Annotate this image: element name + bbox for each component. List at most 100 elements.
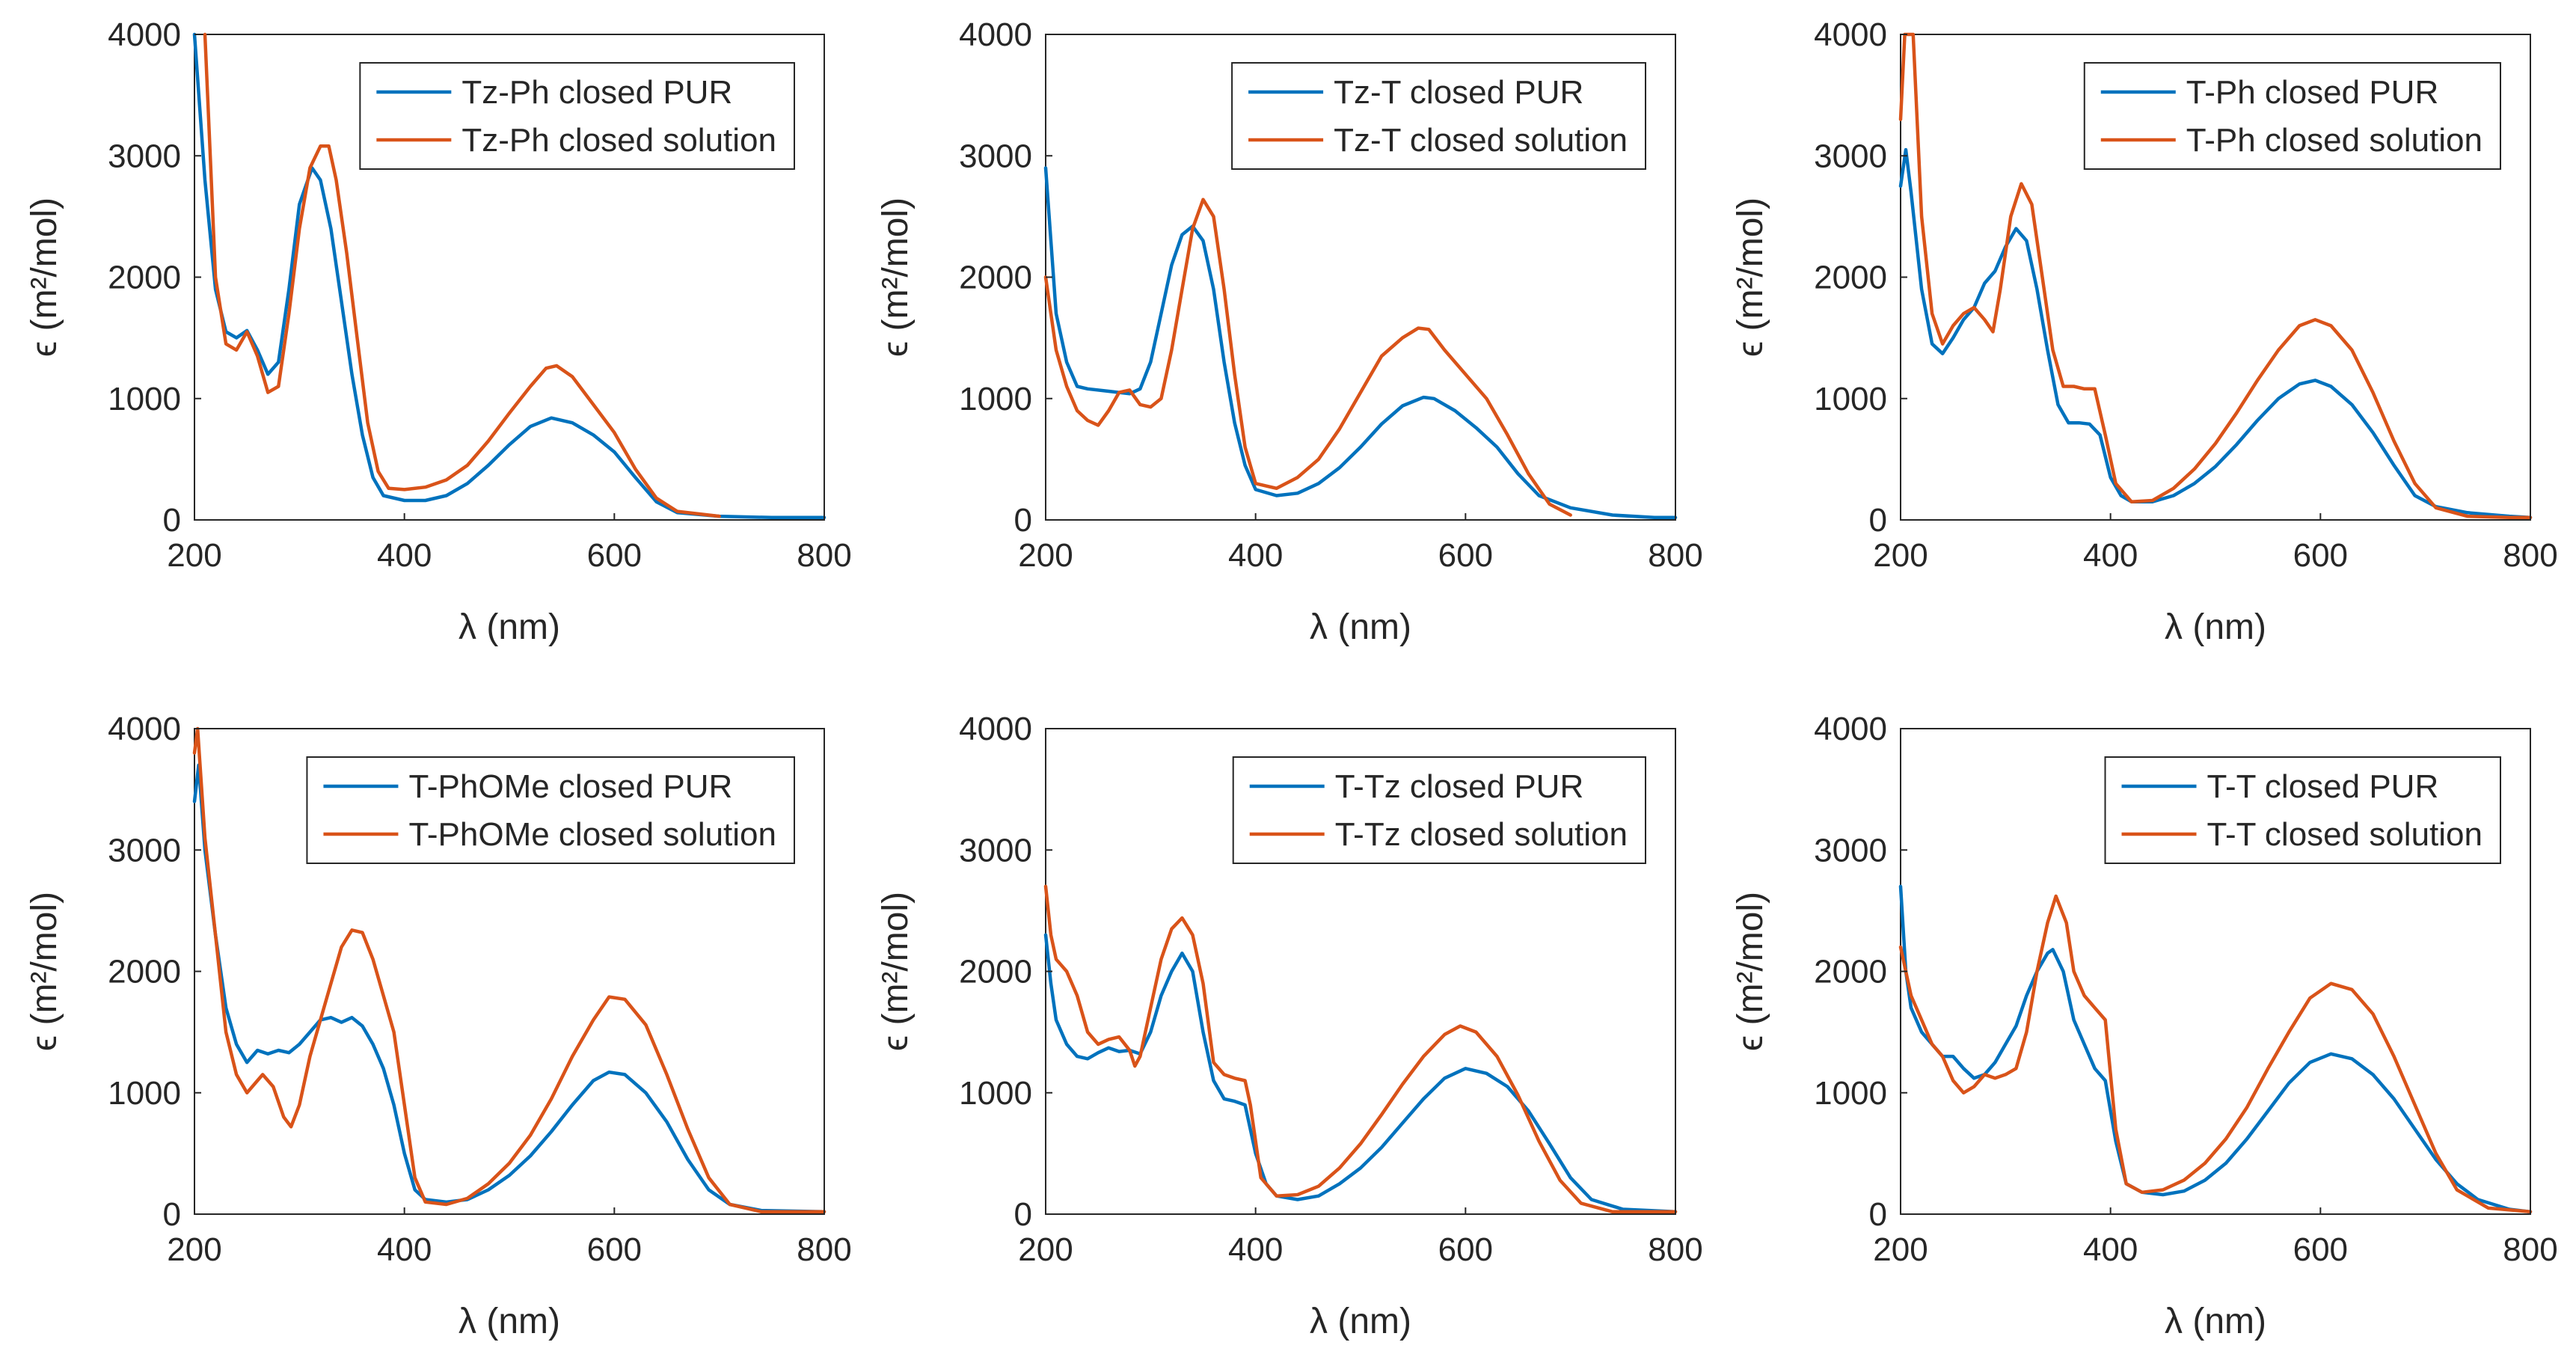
legend-entry-label: T-T closed PUR bbox=[2207, 768, 2439, 805]
legend-entry-label: Tz-T closed PUR bbox=[1334, 74, 1583, 111]
y-axis-label: ϵ (m²/mol) bbox=[25, 892, 64, 1051]
legend-entry-label: Tz-Ph closed PUR bbox=[461, 74, 732, 111]
y-tick-label: 2000 bbox=[959, 954, 1032, 990]
y-tick-label: 3000 bbox=[959, 138, 1032, 174]
y-tick-label: 0 bbox=[1014, 1196, 1032, 1233]
y-tick-label: 4000 bbox=[1814, 711, 1887, 747]
x-tick-label: 400 bbox=[377, 537, 432, 574]
y-tick-label: 4000 bbox=[108, 711, 181, 747]
y-tick-label: 0 bbox=[163, 1196, 181, 1233]
y-tick-label: 3000 bbox=[1814, 832, 1887, 869]
y-tick-label: 1000 bbox=[108, 381, 181, 417]
x-tick-label: 800 bbox=[2503, 1231, 2557, 1268]
y-tick-label: 4000 bbox=[959, 711, 1032, 747]
chart-panel: 200 400 600 800 0 1000 2000 3000 4000 λ (nm) ϵ (… bbox=[25, 16, 852, 647]
chart-panel: 200 400 600 800 0 1000 2000 3000 4000 λ (nm) ϵ (… bbox=[1731, 711, 2558, 1341]
legend-box bbox=[2104, 756, 2501, 864]
series-line-solution bbox=[1898, 894, 2533, 1214]
y-tick-label: 1000 bbox=[959, 1075, 1032, 1112]
x-tick-label: 600 bbox=[587, 537, 642, 574]
x-tick-label: 600 bbox=[1438, 1231, 1493, 1268]
y-axis-label: ϵ (m²/mol) bbox=[25, 197, 64, 357]
y-tick-label: 2000 bbox=[108, 260, 181, 296]
legend-entry-label: T-Ph closed PUR bbox=[2186, 74, 2438, 111]
x-tick-label: 800 bbox=[1648, 537, 1702, 574]
legend-box bbox=[1232, 756, 1646, 864]
y-tick-label: 0 bbox=[1014, 502, 1032, 539]
series-line-pur bbox=[1898, 147, 2533, 520]
x-tick-label: 800 bbox=[2503, 537, 2557, 574]
legend-box bbox=[359, 62, 795, 170]
y-tick-label: 2000 bbox=[959, 260, 1032, 296]
y-tick-label: 4000 bbox=[959, 16, 1032, 53]
legend-box bbox=[2083, 62, 2501, 170]
x-axis-label: λ (nm) bbox=[1310, 1302, 1411, 1341]
legend-box bbox=[1231, 62, 1646, 170]
x-tick-label: 400 bbox=[2083, 537, 2138, 574]
legend-entry-label: Tz-Ph closed solution bbox=[461, 122, 776, 159]
series-line-pur bbox=[192, 763, 827, 1214]
series-line-solution bbox=[1898, 32, 2533, 520]
x-tick-label: 800 bbox=[1648, 1231, 1702, 1268]
chart-panel: 200 400 600 800 0 1000 2000 3000 4000 λ (nm) ϵ (… bbox=[876, 16, 1703, 647]
chart-panel: 200 400 600 800 0 1000 2000 3000 4000 λ (nm) ϵ (… bbox=[25, 711, 852, 1341]
x-axis-label: λ (nm) bbox=[2165, 1302, 2266, 1341]
y-tick-label: 1000 bbox=[108, 1075, 181, 1112]
y-tick-label: 1000 bbox=[959, 381, 1032, 417]
series-line-solution bbox=[192, 726, 827, 1214]
y-tick-label: 0 bbox=[163, 502, 181, 539]
legend-box bbox=[306, 756, 795, 864]
y-tick-label: 2000 bbox=[108, 954, 181, 990]
y-axis-label: ϵ (m²/mol) bbox=[876, 892, 916, 1051]
x-tick-label: 600 bbox=[1438, 537, 1493, 574]
x-tick-label: 200 bbox=[1018, 1231, 1073, 1268]
y-axis-label: ϵ (m²/mol) bbox=[876, 197, 916, 357]
series-line-pur bbox=[1898, 884, 2533, 1214]
y-tick-label: 1000 bbox=[1814, 1075, 1887, 1112]
x-axis-label: λ (nm) bbox=[2165, 607, 2266, 647]
y-axis-label: ϵ (m²/mol) bbox=[1731, 197, 1770, 357]
x-axis-label: λ (nm) bbox=[1310, 607, 1411, 647]
x-tick-label: 800 bbox=[797, 1231, 851, 1268]
legend-entry-label: T-PhOMe closed solution bbox=[408, 816, 776, 853]
legend-entry-label: T-T closed solution bbox=[2207, 816, 2483, 853]
y-tick-label: 3000 bbox=[959, 832, 1032, 869]
y-tick-label: 4000 bbox=[108, 16, 181, 53]
y-axis-label: ϵ (m²/mol) bbox=[1731, 892, 1770, 1051]
x-tick-label: 200 bbox=[167, 537, 221, 574]
legend-entry-label: T-Tz closed PUR bbox=[1335, 768, 1584, 805]
chart-panel: 200 400 600 800 0 1000 2000 3000 4000 λ (nm) ϵ (… bbox=[876, 711, 1703, 1341]
x-axis-label: λ (nm) bbox=[459, 1302, 560, 1341]
x-axis-label: λ (nm) bbox=[459, 607, 560, 647]
x-tick-label: 600 bbox=[587, 1231, 642, 1268]
chart-panel: 200 400 600 800 0 1000 2000 3000 4000 λ (nm) ϵ (… bbox=[1731, 16, 2558, 647]
x-tick-label: 200 bbox=[1018, 537, 1073, 574]
y-tick-label: 3000 bbox=[1814, 138, 1887, 174]
y-tick-label: 0 bbox=[1869, 1196, 1887, 1233]
y-tick-label: 3000 bbox=[108, 832, 181, 869]
legend-entry-label: Tz-T closed solution bbox=[1334, 122, 1628, 159]
legend-entry-label: T-Ph closed solution bbox=[2186, 122, 2483, 159]
legend-entry-label: T-Tz closed solution bbox=[1335, 816, 1628, 853]
x-tick-label: 400 bbox=[2083, 1231, 2138, 1268]
y-tick-label: 1000 bbox=[1814, 381, 1887, 417]
x-tick-label: 400 bbox=[1228, 1231, 1283, 1268]
series-line-solution bbox=[1043, 884, 1678, 1214]
y-tick-label: 4000 bbox=[1814, 16, 1887, 53]
y-tick-label: 2000 bbox=[1814, 260, 1887, 296]
x-tick-label: 400 bbox=[377, 1231, 432, 1268]
y-tick-label: 0 bbox=[1869, 502, 1887, 539]
series-line-pur bbox=[1043, 166, 1678, 520]
series-line-solution bbox=[1043, 197, 1572, 517]
series-line-solution bbox=[203, 32, 721, 518]
x-tick-label: 600 bbox=[2293, 1231, 2348, 1268]
x-tick-label: 200 bbox=[167, 1231, 221, 1268]
y-tick-label: 3000 bbox=[108, 138, 181, 174]
x-tick-label: 600 bbox=[2293, 537, 2348, 574]
x-tick-label: 800 bbox=[797, 537, 851, 574]
x-tick-label: 200 bbox=[1873, 1231, 1928, 1268]
y-tick-label: 2000 bbox=[1814, 954, 1887, 990]
x-tick-label: 400 bbox=[1228, 537, 1283, 574]
legend-entry-label: T-PhOMe closed PUR bbox=[408, 768, 732, 805]
